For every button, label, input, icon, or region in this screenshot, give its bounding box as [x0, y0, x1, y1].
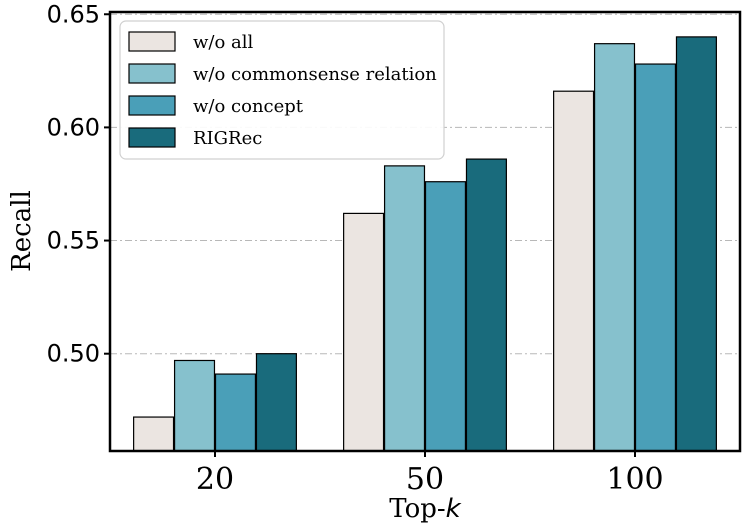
x-tick-label: 100 [606, 462, 663, 497]
legend-box [119, 20, 445, 160]
x-axis-title: Top-k [389, 494, 461, 524]
x-axis-title-variable: k [446, 494, 462, 524]
x-axis-ticks: 20 50 100 [196, 451, 664, 497]
legend-label: RIGRec [193, 128, 262, 149]
bar [343, 212, 385, 452]
bars [133, 36, 717, 452]
bar [214, 373, 257, 452]
y-tick-label: 0.65 [47, 0, 100, 28]
bar [383, 165, 426, 452]
y-tick-label: 0.50 [47, 340, 100, 368]
y-tick-label: 0.55 [47, 227, 100, 255]
legend-swatch [128, 31, 176, 52]
y-axis-ticks: 0.50 0.55 0.60 0.65 [47, 0, 110, 368]
legend-swatch [128, 63, 176, 84]
bar [675, 36, 717, 452]
bar [173, 359, 216, 452]
legend-swatch [128, 127, 176, 148]
legend-label: w/o all [193, 32, 254, 53]
bar [593, 43, 636, 452]
x-axis-title-main: Top- [389, 494, 445, 524]
legend-label: w/o concept [193, 96, 304, 117]
legend-label: w/o commonsense relation [193, 64, 437, 85]
bar [255, 353, 297, 452]
bar [553, 90, 595, 452]
y-tick-label: 0.60 [47, 113, 100, 141]
bar [133, 416, 175, 452]
x-tick-label: 20 [196, 462, 234, 497]
bar [465, 158, 507, 452]
y-axis-title: Recall [7, 190, 37, 272]
legend: w/o all w/o commonsense relation w/o conce… [119, 20, 445, 160]
legend-swatch [128, 95, 176, 116]
bar [424, 181, 467, 452]
bar [634, 63, 677, 452]
x-tick-label: 50 [406, 462, 444, 497]
